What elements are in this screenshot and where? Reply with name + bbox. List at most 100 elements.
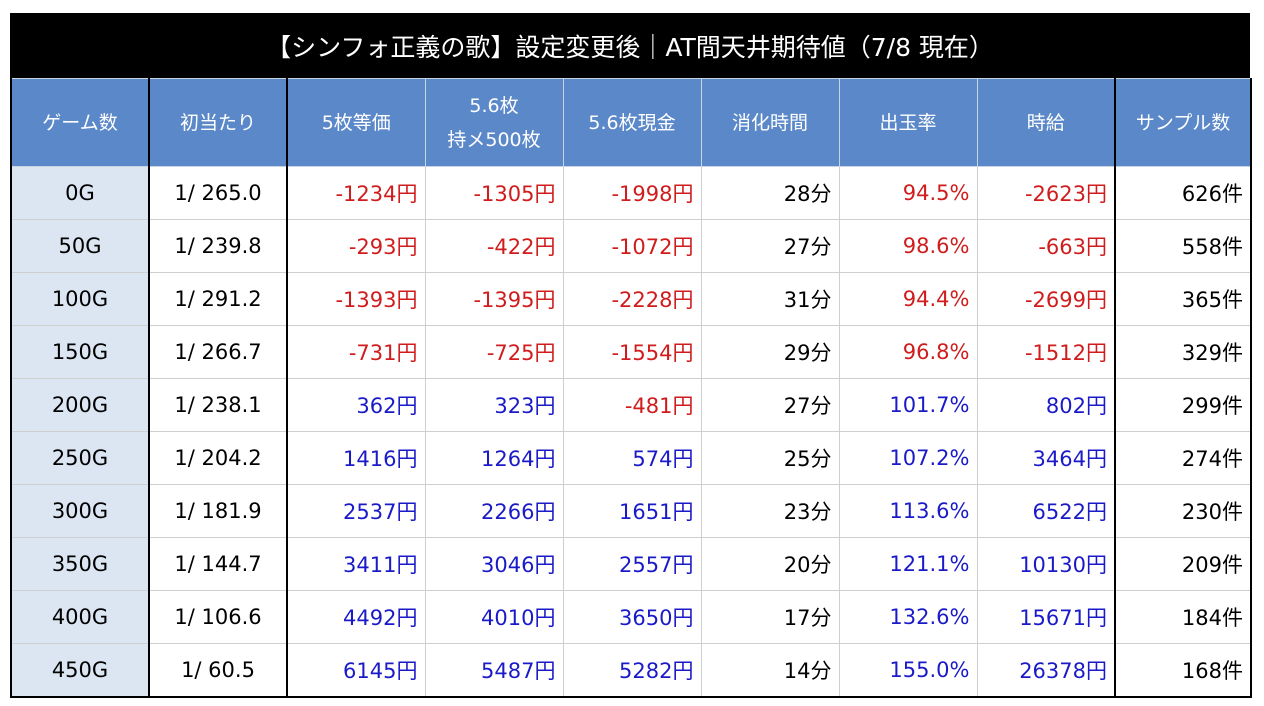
hourly-cell: -663円 [976, 219, 1116, 273]
payout-rate-cell: 96.8% [838, 325, 978, 379]
cash-56-cell: -1998円 [562, 166, 702, 220]
payout-rate-cell: 98.6% [838, 219, 978, 273]
table-row: 450G 1/ 60.5 6145円 5487円 5282円 14分 155.0% 26378… [10, 643, 1252, 698]
duration-cell: 28分 [700, 166, 840, 220]
sample-count-cell: 230件 [1114, 484, 1252, 538]
payout-rate-cell: 107.2% [838, 431, 978, 485]
cash-56-cell: 1651円 [562, 484, 702, 538]
table-row: 300G 1/ 181.9 2537円 2266円 1651円 23分 113.6% 6522… [10, 484, 1252, 538]
table-container: 【シンフォ正義の歌】設定変更後｜AT間天井期待値（7/8 現在） ゲーム数 初当… [10, 13, 1252, 698]
table-row: 350G 1/ 144.7 3411円 3046円 2557円 20分 121.1% 1013… [10, 537, 1252, 591]
payout-rate-cell: 101.7% [838, 378, 978, 432]
duration-cell: 14分 [700, 643, 840, 698]
duration-cell: 27分 [700, 378, 840, 432]
equal-5-cell: -1234円 [286, 166, 426, 220]
cash-56-500-cell: 5487円 [424, 643, 564, 698]
cash-56-cell: 2557円 [562, 537, 702, 591]
cash-56-500-cell: 1264円 [424, 431, 564, 485]
first-hit-cell: 1/ 291.2 [148, 272, 288, 326]
header-cell: サンプル数 [1114, 78, 1252, 167]
game-count-cell: 100G [10, 272, 150, 326]
header-cell: 初当たり [148, 78, 288, 167]
expected-value-table: ゲーム数 初当たり 5枚等価 5.6枚 持メ500枚 5.6枚現金 消化時間 出… [10, 78, 1252, 698]
equal-5-cell: 362円 [286, 378, 426, 432]
header-cell: 消化時間 [700, 78, 840, 167]
equal-5-cell: -731円 [286, 325, 426, 379]
sample-count-cell: 274件 [1114, 431, 1252, 485]
table-row: 200G 1/ 238.1 362円 323円 -481円 27分 101.7% 802円 29… [10, 378, 1252, 432]
first-hit-cell: 1/ 266.7 [148, 325, 288, 379]
equal-5-cell: 3411円 [286, 537, 426, 591]
payout-rate-cell: 94.5% [838, 166, 978, 220]
game-count-cell: 400G [10, 590, 150, 644]
hourly-cell: 10130円 [976, 537, 1116, 591]
sample-count-cell: 168件 [1114, 643, 1252, 698]
header-row: ゲーム数 初当たり 5枚等価 5.6枚 持メ500枚 5.6枚現金 消化時間 出… [10, 78, 1252, 167]
hourly-cell: 15671円 [976, 590, 1116, 644]
hourly-cell: 26378円 [976, 643, 1116, 698]
table-row: 50G 1/ 239.8 -293円 -422円 -1072円 27分 98.6% -663円… [10, 219, 1252, 273]
equal-5-cell: 6145円 [286, 643, 426, 698]
cash-56-cell: -1554円 [562, 325, 702, 379]
equal-5-cell: -293円 [286, 219, 426, 273]
sample-count-cell: 209件 [1114, 537, 1252, 591]
cash-56-cell: 5282円 [562, 643, 702, 698]
table-row: 250G 1/ 204.2 1416円 1264円 574円 25分 107.2% 3464円… [10, 431, 1252, 485]
cash-56-500-cell: 4010円 [424, 590, 564, 644]
duration-cell: 31分 [700, 272, 840, 326]
sample-count-cell: 626件 [1114, 166, 1252, 220]
cash-56-500-cell: 2266円 [424, 484, 564, 538]
first-hit-cell: 1/ 238.1 [148, 378, 288, 432]
duration-cell: 17分 [700, 590, 840, 644]
sample-count-cell: 184件 [1114, 590, 1252, 644]
first-hit-cell: 1/ 204.2 [148, 431, 288, 485]
cash-56-500-cell: -422円 [424, 219, 564, 273]
hourly-cell: 6522円 [976, 484, 1116, 538]
header-cell: 時給 [976, 78, 1116, 167]
cash-56-cell: 3650円 [562, 590, 702, 644]
sample-count-cell: 365件 [1114, 272, 1252, 326]
game-count-cell: 200G [10, 378, 150, 432]
cash-56-500-cell: 323円 [424, 378, 564, 432]
hourly-cell: 3464円 [976, 431, 1116, 485]
first-hit-cell: 1/ 144.7 [148, 537, 288, 591]
header-cell: 5.6枚 持メ500枚 [424, 78, 564, 167]
hourly-cell: -2699円 [976, 272, 1116, 326]
first-hit-cell: 1/ 181.9 [148, 484, 288, 538]
payout-rate-cell: 94.4% [838, 272, 978, 326]
game-count-cell: 450G [10, 643, 150, 698]
table-row: 150G 1/ 266.7 -731円 -725円 -1554円 29分 96.8% -151… [10, 325, 1252, 379]
duration-cell: 27分 [700, 219, 840, 273]
cash-56-cell: -1072円 [562, 219, 702, 273]
game-count-cell: 50G [10, 219, 150, 273]
first-hit-cell: 1/ 239.8 [148, 219, 288, 273]
cash-56-500-cell: -1305円 [424, 166, 564, 220]
cash-56-500-cell: -725円 [424, 325, 564, 379]
game-count-cell: 250G [10, 431, 150, 485]
duration-cell: 23分 [700, 484, 840, 538]
first-hit-cell: 1/ 106.6 [148, 590, 288, 644]
equal-5-cell: 4492円 [286, 590, 426, 644]
hourly-cell: -1512円 [976, 325, 1116, 379]
header-cell: ゲーム数 [10, 78, 150, 167]
table-row: 100G 1/ 291.2 -1393円 -1395円 -2228円 31分 94.4% -2… [10, 272, 1252, 326]
sample-count-cell: 299件 [1114, 378, 1252, 432]
payout-rate-cell: 132.6% [838, 590, 978, 644]
header-cell: 出玉率 [838, 78, 978, 167]
sample-count-cell: 329件 [1114, 325, 1252, 379]
cash-56-cell: 574円 [562, 431, 702, 485]
game-count-cell: 0G [10, 166, 150, 220]
payout-rate-cell: 155.0% [838, 643, 978, 698]
header-cell: 5.6枚現金 [562, 78, 702, 167]
table-title: 【シンフォ正義の歌】設定変更後｜AT間天井期待値（7/8 現在） [10, 13, 1250, 78]
table-row: 400G 1/ 106.6 4492円 4010円 3650円 17分 132.6% 1567… [10, 590, 1252, 644]
equal-5-cell: 1416円 [286, 431, 426, 485]
cash-56-cell: -481円 [562, 378, 702, 432]
duration-cell: 20分 [700, 537, 840, 591]
game-count-cell: 350G [10, 537, 150, 591]
equal-5-cell: 2537円 [286, 484, 426, 538]
game-count-cell: 150G [10, 325, 150, 379]
cash-56-500-cell: -1395円 [424, 272, 564, 326]
payout-rate-cell: 113.6% [838, 484, 978, 538]
equal-5-cell: -1393円 [286, 272, 426, 326]
